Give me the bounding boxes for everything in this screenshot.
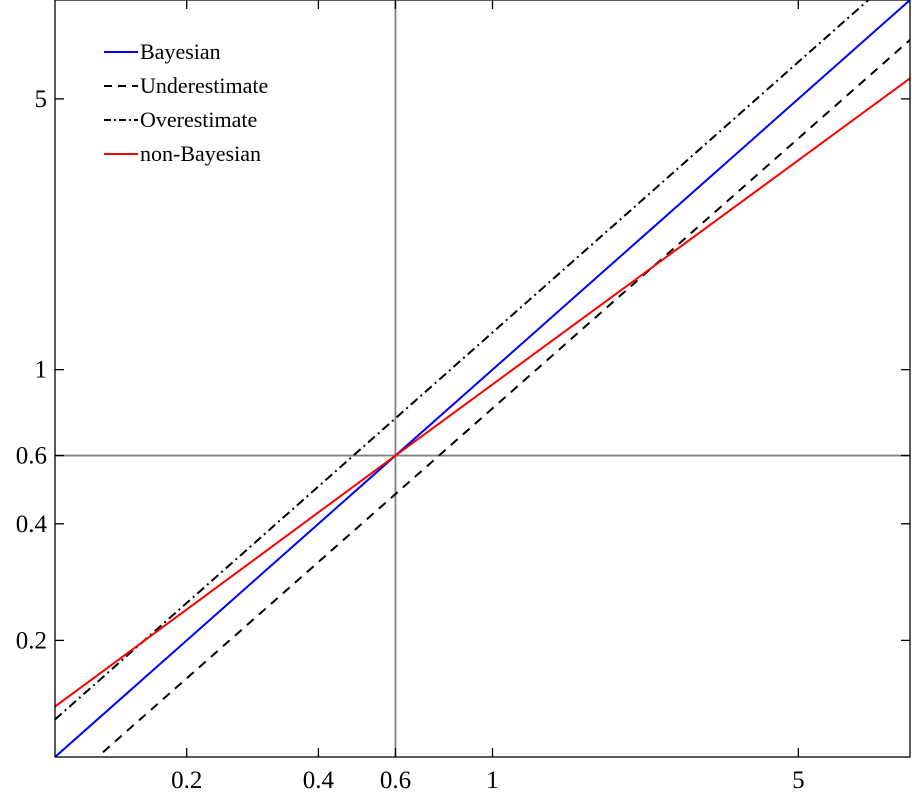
legend-label: Bayesian <box>140 39 221 64</box>
legend-item: Overestimate <box>104 107 257 132</box>
reference-lines <box>55 0 910 757</box>
series-group <box>55 0 910 757</box>
legend-item: non-Bayesian <box>104 141 261 166</box>
x-tick-label: 0.2 <box>171 767 202 794</box>
legend-label: Underestimate <box>140 73 268 98</box>
series-line-underestimate <box>96 39 910 757</box>
y-tick-label: 1 <box>35 357 48 384</box>
x-tick-label: 0.4 <box>303 767 335 794</box>
plot-frame <box>54 0 911 758</box>
y-axis: 0.2 0.4 0.6 1 5 <box>16 86 910 654</box>
legend-label: Overestimate <box>140 107 257 132</box>
legend-item: Bayesian <box>104 39 221 64</box>
x-axis: 0.2 0.4 0.6 1 5 <box>171 0 805 794</box>
legend-label: non-Bayesian <box>140 141 261 166</box>
y-tick-label: 0.6 <box>16 443 47 470</box>
x-tick-label: 0.6 <box>380 767 411 794</box>
x-tick-label: 1 <box>486 767 499 794</box>
y-tick-label: 0.2 <box>16 627 47 654</box>
y-tick-label: 0.4 <box>16 511 48 538</box>
series-line-non-bayesian <box>55 77 910 708</box>
series-line-bayesian <box>55 0 910 757</box>
series-line-overestimate <box>55 0 870 721</box>
y-tick-label: 5 <box>35 86 48 113</box>
legend: Bayesian Underestimate Overestimate non-Bay… <box>104 39 268 166</box>
x-tick-label: 5 <box>792 767 805 794</box>
legend-item: Underestimate <box>104 73 268 98</box>
